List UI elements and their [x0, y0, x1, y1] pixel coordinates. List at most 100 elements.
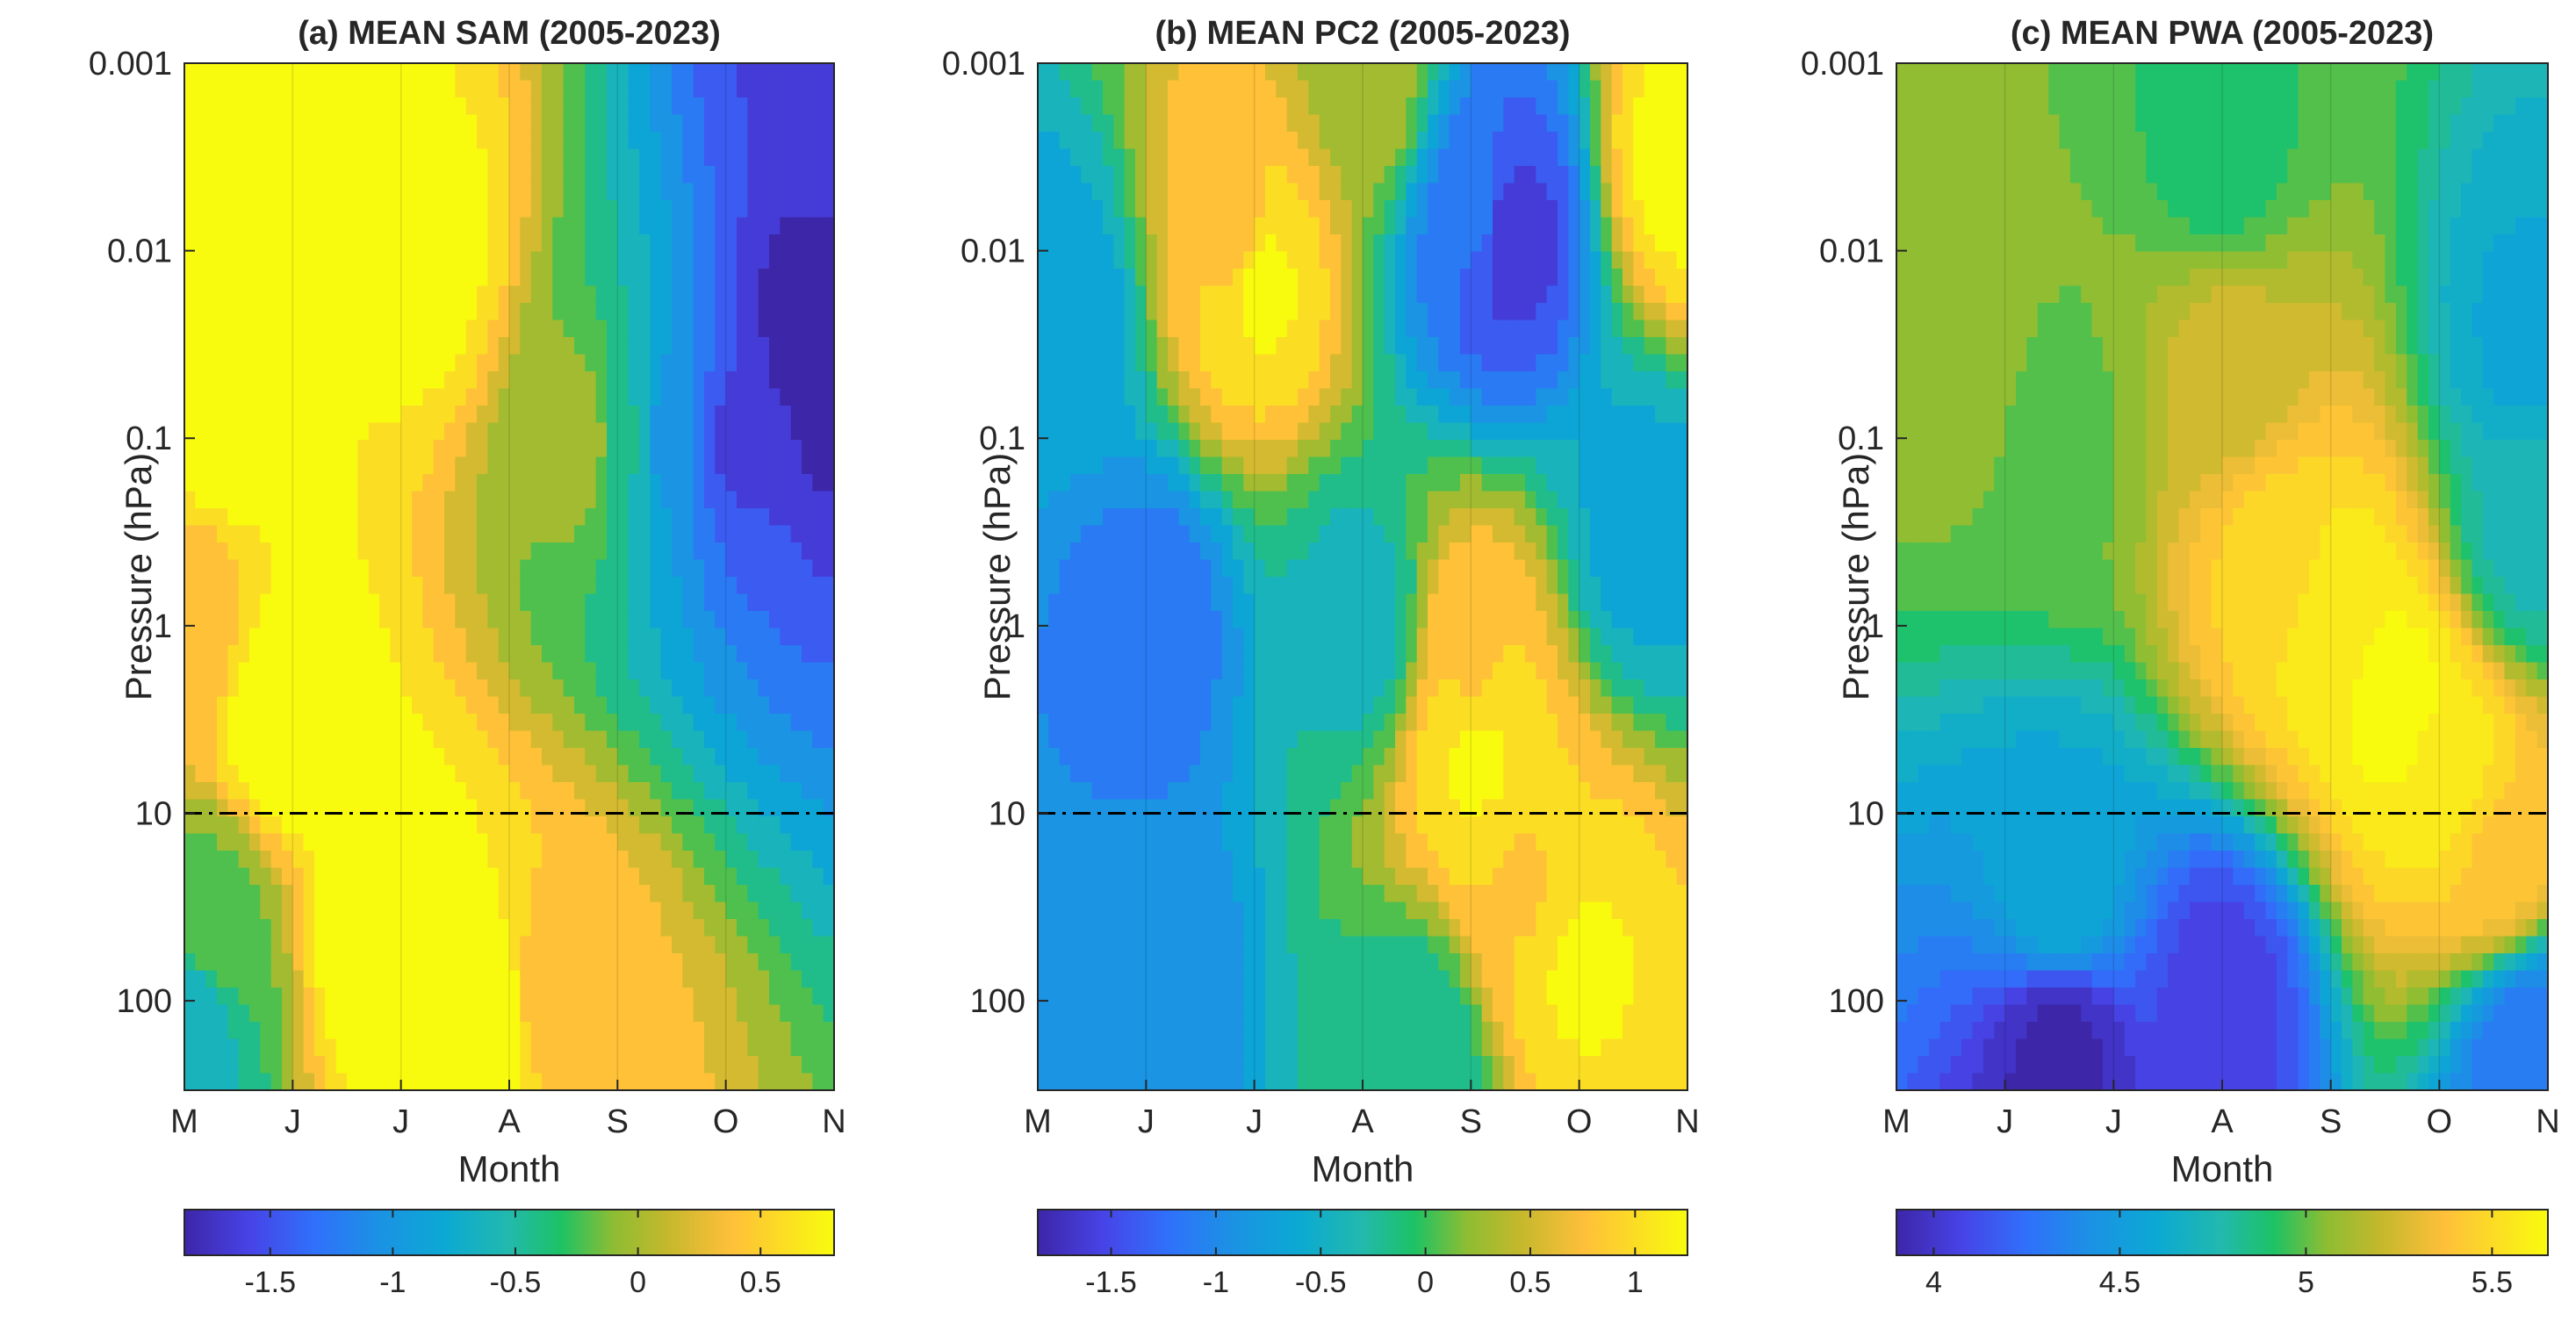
heatmap-cell: [1255, 765, 1266, 783]
chart-title: (a) MEAN SAM (2005-2023): [298, 15, 720, 52]
heatmap-cell: [509, 1005, 521, 1023]
heatmap-cell: [1190, 611, 1201, 629]
heatmap-cell: [369, 406, 380, 423]
heatmap-cell: [1178, 1074, 1190, 1091]
heatmap-cell: [759, 492, 770, 509]
heatmap-cell: [1125, 629, 1136, 646]
heatmap-cell: [1113, 269, 1125, 286]
heatmap-cell: [509, 560, 521, 578]
heatmap-cell: [759, 834, 770, 851]
heatmap-cell: [217, 1022, 228, 1039]
heatmap-cell: [292, 286, 304, 304]
heatmap-cell: [401, 560, 413, 578]
heatmap-cell: [1178, 834, 1190, 851]
heatmap-cell: [217, 560, 228, 578]
heatmap-cell: [1135, 389, 1147, 406]
heatmap-cell: [369, 457, 380, 475]
heatmap-cell: [1157, 697, 1169, 715]
heatmap-cell: [390, 286, 401, 304]
heatmap-cell: [617, 937, 629, 954]
heatmap-cell: [401, 218, 413, 235]
heatmap-cell: [401, 355, 413, 372]
heatmap-cell: [802, 748, 813, 765]
heatmap-cell: [639, 132, 651, 149]
heatmap-cell: [737, 611, 748, 629]
heatmap-cell: [422, 200, 434, 218]
heatmap-cell: [477, 714, 488, 731]
heatmap-cell: [444, 560, 456, 578]
heatmap-cell: [239, 679, 250, 697]
heatmap-cell: [336, 97, 348, 115]
heatmap-cell: [1070, 919, 1082, 937]
heatmap-cell: [1070, 406, 1082, 423]
heatmap-cell: [694, 679, 705, 697]
heatmap-cell: [564, 115, 575, 133]
heatmap-cell: [369, 508, 380, 526]
heatmap-cell: [314, 663, 326, 680]
heatmap-cell: [347, 423, 358, 441]
heatmap-cell: [271, 269, 283, 286]
heatmap-cell: [726, 115, 738, 133]
heatmap-cell: [271, 423, 283, 441]
heatmap-cell: [412, 988, 423, 1005]
heatmap-cell: [802, 902, 813, 920]
heatmap-cell: [509, 269, 521, 286]
heatmap-cell: [499, 81, 510, 98]
heatmap-cell: [672, 457, 683, 475]
heatmap-cell: [1113, 542, 1125, 560]
heatmap-cell: [466, 474, 478, 492]
heatmap-cell: [271, 234, 283, 252]
heatmap-cell: [1265, 166, 1277, 183]
heatmap-cell: [715, 97, 726, 115]
heatmap-cell: [1081, 457, 1092, 475]
heatmap-cell: [239, 765, 250, 783]
heatmap-cell: [499, 714, 510, 731]
heatmap-cell: [314, 748, 326, 765]
heatmap-cell: [487, 389, 499, 406]
heatmap-cell: [791, 97, 802, 115]
heatmap-cell: [639, 834, 651, 851]
heatmap-cell: [780, 1005, 791, 1023]
heatmap-cell: [1103, 200, 1114, 218]
heatmap-cell: [477, 252, 488, 269]
heatmap-cell: [1092, 423, 1104, 441]
heatmap-cell: [552, 663, 564, 680]
heatmap-cell: [1200, 1056, 1212, 1074]
heatmap-cell: [1200, 320, 1212, 338]
heatmap-cell: [824, 492, 835, 509]
heatmap-cell: [357, 971, 369, 988]
heatmap-cell: [1200, 663, 1212, 680]
heatmap-cell: [422, 269, 434, 286]
heatmap-cell: [574, 953, 586, 971]
heatmap-cell: [390, 457, 401, 475]
heatmap-cell: [466, 988, 478, 1005]
heatmap-cell: [477, 731, 488, 749]
heatmap-cell: [639, 1022, 651, 1039]
heatmap-cell: [1125, 234, 1136, 252]
heatmap-cell: [1200, 953, 1212, 971]
heatmap-cell: [260, 1022, 271, 1039]
heatmap-cell: [682, 474, 694, 492]
heatmap-cell: [596, 902, 608, 920]
heatmap-cell: [282, 166, 293, 183]
heatmap-cell: [227, 697, 239, 715]
heatmap-cell: [1200, 885, 1212, 902]
heatmap-cell: [282, 97, 293, 115]
heatmap-cell: [824, 868, 835, 886]
heatmap-cell: [607, 731, 618, 749]
heatmap-cell: [249, 166, 261, 183]
heatmap-cell: [1092, 252, 1104, 269]
heatmap-cell: [184, 97, 196, 115]
heatmap-cell: [1200, 492, 1212, 509]
heatmap-cell: [379, 816, 391, 834]
heatmap-cell: [694, 765, 705, 783]
heatmap-cell: [239, 1039, 250, 1057]
heatmap-cell: [184, 406, 196, 423]
heatmap-cell: [520, 218, 531, 235]
heatmap-cell: [759, 457, 770, 475]
heatmap-cell: [1211, 748, 1222, 765]
heatmap-cell: [347, 371, 358, 389]
heatmap-cell: [791, 132, 802, 149]
heatmap-cell: [650, 526, 661, 543]
heatmap-cell: [282, 1056, 293, 1074]
